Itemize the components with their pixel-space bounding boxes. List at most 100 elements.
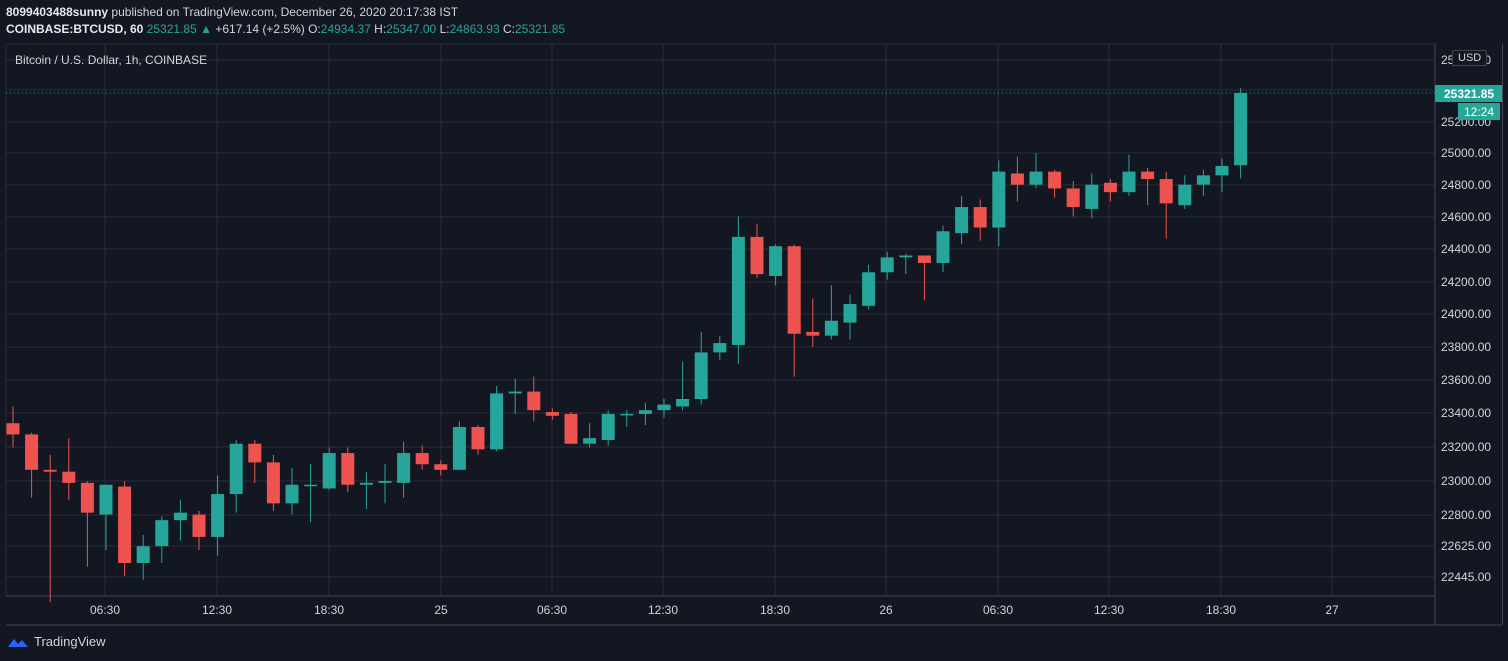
candle-body[interactable]	[1141, 171, 1155, 180]
candle-body[interactable]	[322, 453, 336, 489]
candle-body[interactable]	[843, 303, 857, 323]
author-name[interactable]: 8099403488sunny	[6, 5, 109, 19]
x-tick-label: 26	[879, 603, 893, 617]
high-label: H:	[374, 22, 387, 36]
candle-body[interactable]	[992, 171, 1006, 228]
candle-body[interactable]	[80, 482, 94, 513]
candle-body[interactable]	[471, 426, 485, 450]
candle-body[interactable]	[973, 207, 987, 228]
candle-body[interactable]	[173, 512, 187, 521]
candle-body[interactable]	[266, 462, 280, 504]
y-tick-label: 23800.00	[1441, 340, 1491, 354]
candle-body[interactable]	[341, 453, 355, 485]
x-tick-label: 18:30	[760, 603, 790, 617]
cloud-icon	[8, 638, 28, 647]
candle-body[interactable]	[527, 391, 541, 411]
y-tick-label: 22625.00	[1441, 539, 1491, 553]
price-change: +617.14 (+2.5%)	[215, 22, 305, 36]
y-tick-label: 24400.00	[1441, 242, 1491, 256]
candle-body[interactable]	[564, 413, 578, 444]
x-tick-label: 25	[434, 603, 448, 617]
candle-body[interactable]	[192, 514, 206, 537]
candle-body[interactable]	[1103, 182, 1117, 193]
candle-body[interactable]	[806, 331, 820, 336]
candle-body[interactable]	[1159, 179, 1173, 204]
candle-body[interactable]	[415, 453, 429, 465]
candle-body[interactable]	[917, 255, 931, 263]
last-price: 25321.85	[146, 22, 197, 36]
candle-body[interactable]	[155, 520, 169, 547]
candle-body[interactable]	[359, 482, 373, 485]
candle-body[interactable]	[397, 453, 411, 483]
candle-body[interactable]	[1029, 171, 1043, 185]
x-tick-label: 12:30	[648, 603, 678, 617]
candle-body[interactable]	[545, 412, 559, 416]
y-tick-label: 23400.00	[1441, 406, 1491, 420]
candle-body[interactable]	[304, 484, 318, 487]
candle-body[interactable]	[118, 486, 132, 563]
candle-body[interactable]	[248, 443, 262, 463]
candle-body[interactable]	[452, 426, 466, 470]
candle-body[interactable]	[936, 231, 950, 263]
candle-body[interactable]	[99, 484, 113, 515]
candle-body[interactable]	[731, 236, 745, 345]
candle-body[interactable]	[750, 236, 764, 275]
y-tick-label: 25000.00	[1441, 146, 1491, 160]
candle-body[interactable]	[601, 413, 615, 440]
candle-body[interactable]	[676, 399, 690, 407]
published-text: published on TradingView.com, December 2…	[111, 5, 459, 19]
candle-body[interactable]	[638, 410, 652, 414]
candle-body[interactable]	[229, 443, 243, 495]
close-label: C:	[503, 22, 515, 36]
last-price-badge	[1435, 85, 1502, 103]
candle-body[interactable]	[620, 413, 634, 416]
candle-body[interactable]	[434, 464, 448, 470]
candle-body[interactable]	[1196, 175, 1210, 185]
candle-body[interactable]	[1048, 171, 1062, 189]
candle-body[interactable]	[1010, 173, 1024, 185]
candle-body[interactable]	[1122, 171, 1136, 193]
y-tick-label: 23200.00	[1441, 440, 1491, 454]
candle-body[interactable]	[62, 471, 76, 483]
x-tick-label: 06:30	[90, 603, 120, 617]
candle-body[interactable]	[583, 438, 597, 444]
x-tick-label: 18:30	[314, 603, 344, 617]
countdown-badge	[1458, 103, 1500, 121]
candle-body[interactable]	[136, 546, 150, 563]
x-tick-label: 27	[1325, 603, 1339, 617]
y-tick-label: 24800.00	[1441, 178, 1491, 192]
currency-badge[interactable]: USD	[1452, 50, 1488, 66]
last-price-label: 25321.85	[1444, 87, 1494, 101]
candle-body[interactable]	[713, 343, 727, 353]
candle-body[interactable]	[211, 494, 225, 537]
candle-body[interactable]	[1178, 184, 1192, 206]
candle-body[interactable]	[378, 481, 392, 483]
candle-body[interactable]	[43, 469, 57, 472]
candle-body[interactable]	[1215, 166, 1229, 176]
candle-body[interactable]	[6, 423, 20, 435]
y-tick-label: 22445.00	[1441, 570, 1491, 584]
candle-body[interactable]	[285, 484, 299, 504]
open-value: 24934.37	[320, 22, 371, 36]
candle-body[interactable]	[25, 434, 39, 470]
x-tick-label: 18:30	[1206, 603, 1236, 617]
candle-body[interactable]	[955, 207, 969, 234]
candle-body[interactable]	[1066, 188, 1080, 208]
candle-body[interactable]	[694, 352, 708, 399]
candle-body[interactable]	[824, 320, 838, 336]
candle-body[interactable]	[657, 404, 671, 411]
candle-body[interactable]	[1234, 93, 1248, 166]
y-tick-label: 24200.00	[1441, 275, 1491, 289]
ohlc-info: COINBASE:BTCUSD, 60 25321.85 ▲ +617.14 (…	[6, 22, 565, 36]
candle-body[interactable]	[862, 272, 876, 306]
candle-body[interactable]	[787, 246, 801, 334]
candle-body[interactable]	[1085, 184, 1099, 209]
candle-body[interactable]	[490, 393, 504, 450]
x-tick-label: 12:30	[1094, 603, 1124, 617]
candle-body[interactable]	[880, 257, 894, 273]
candle-body[interactable]	[899, 255, 913, 258]
candle-body[interactable]	[508, 391, 522, 394]
candle-body[interactable]	[769, 246, 783, 276]
tradingview-logo[interactable]: TradingView	[6, 634, 106, 649]
